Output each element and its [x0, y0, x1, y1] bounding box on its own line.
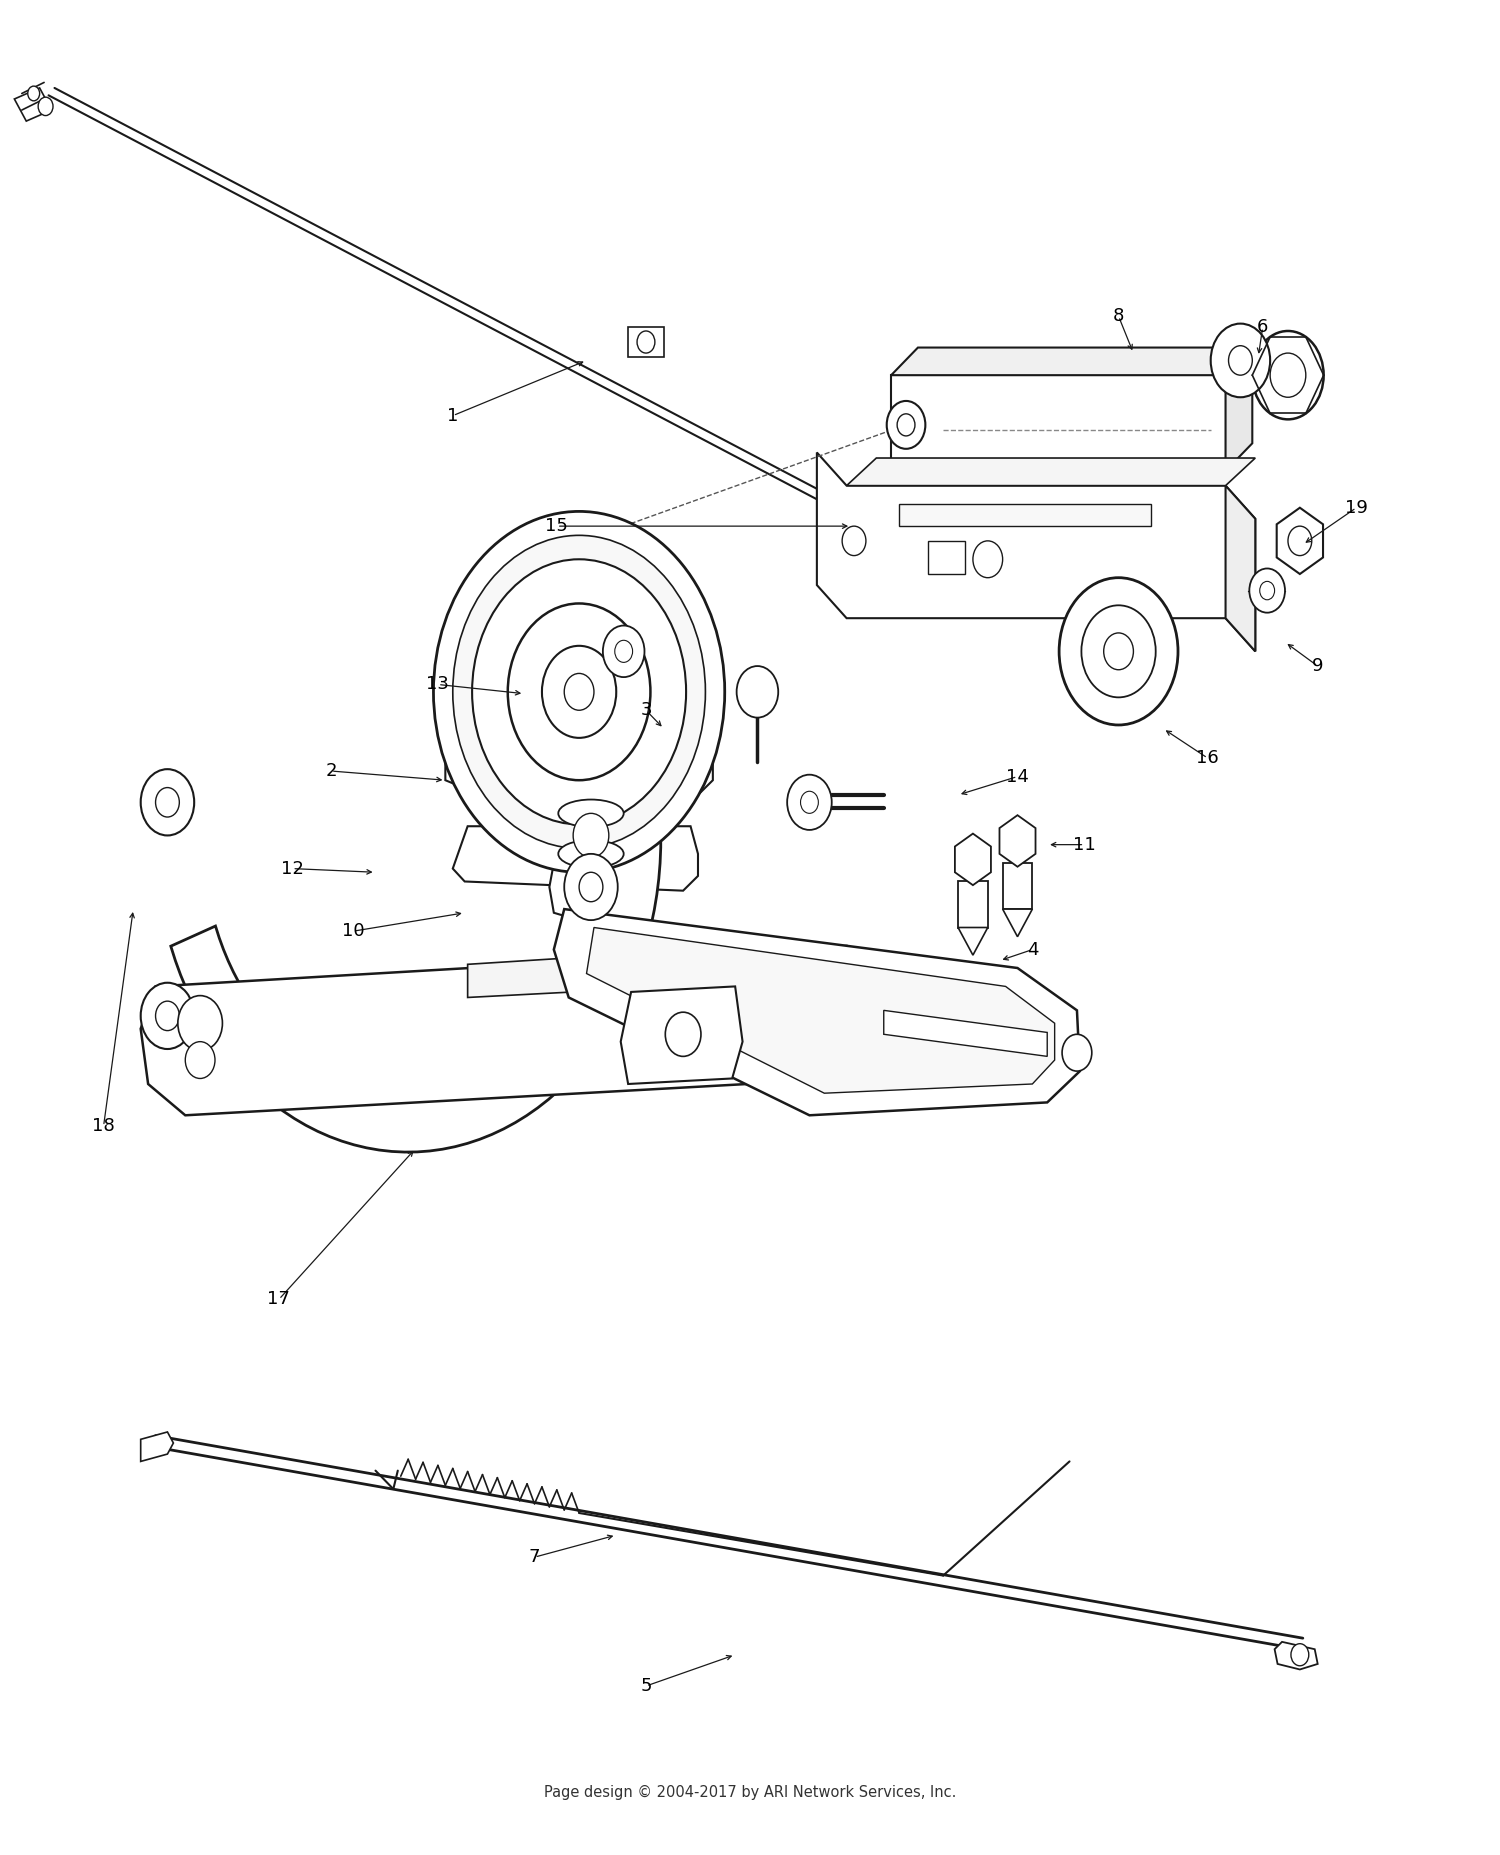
- Polygon shape: [1275, 1642, 1317, 1670]
- Text: 10: 10: [342, 922, 364, 940]
- Circle shape: [1104, 633, 1134, 670]
- Text: 9: 9: [1312, 657, 1323, 675]
- Circle shape: [542, 646, 616, 738]
- Polygon shape: [898, 505, 1152, 527]
- Polygon shape: [884, 1011, 1047, 1055]
- Text: 18: 18: [92, 1117, 116, 1135]
- Text: 14: 14: [1007, 768, 1029, 785]
- Circle shape: [433, 512, 724, 872]
- Polygon shape: [554, 909, 1080, 1115]
- Circle shape: [472, 558, 686, 824]
- Circle shape: [156, 1002, 180, 1031]
- Text: 16: 16: [1197, 749, 1219, 768]
- Polygon shape: [1002, 909, 1032, 937]
- Text: 8: 8: [1113, 308, 1124, 325]
- Text: 7: 7: [530, 1549, 540, 1566]
- Circle shape: [1059, 577, 1178, 725]
- Polygon shape: [468, 942, 822, 998]
- Polygon shape: [558, 812, 624, 853]
- Circle shape: [1062, 1035, 1092, 1070]
- Polygon shape: [891, 375, 1226, 471]
- Circle shape: [564, 673, 594, 710]
- Circle shape: [1082, 605, 1155, 697]
- Polygon shape: [891, 347, 1252, 375]
- Polygon shape: [621, 987, 742, 1083]
- Circle shape: [603, 625, 645, 677]
- Circle shape: [615, 640, 633, 662]
- Circle shape: [1260, 581, 1275, 599]
- Circle shape: [638, 330, 656, 352]
- Polygon shape: [628, 326, 664, 356]
- Polygon shape: [141, 946, 868, 1115]
- Circle shape: [1210, 323, 1270, 397]
- Text: 6: 6: [1257, 319, 1269, 336]
- Polygon shape: [1002, 863, 1032, 909]
- Polygon shape: [958, 928, 988, 955]
- Circle shape: [1252, 330, 1323, 419]
- Ellipse shape: [558, 840, 624, 868]
- Circle shape: [666, 1013, 700, 1055]
- Polygon shape: [446, 688, 498, 800]
- Circle shape: [1228, 345, 1252, 375]
- Ellipse shape: [558, 800, 624, 827]
- Polygon shape: [15, 87, 51, 121]
- Polygon shape: [549, 863, 633, 924]
- Circle shape: [1288, 527, 1311, 556]
- Circle shape: [141, 983, 194, 1050]
- Polygon shape: [1226, 486, 1256, 651]
- Circle shape: [1250, 568, 1286, 612]
- Text: 13: 13: [426, 675, 450, 694]
- Circle shape: [842, 527, 866, 556]
- Text: 11: 11: [1072, 835, 1095, 853]
- Polygon shape: [818, 453, 1256, 651]
- Circle shape: [178, 996, 222, 1050]
- Text: 15: 15: [546, 518, 568, 534]
- Circle shape: [579, 872, 603, 902]
- Circle shape: [27, 85, 39, 100]
- Text: 5: 5: [640, 1677, 651, 1695]
- Circle shape: [509, 603, 651, 781]
- Polygon shape: [453, 825, 698, 890]
- Text: 4: 4: [1026, 940, 1038, 959]
- Text: 19: 19: [1346, 499, 1368, 518]
- Circle shape: [886, 401, 926, 449]
- Polygon shape: [171, 785, 662, 1152]
- Polygon shape: [644, 725, 712, 796]
- Circle shape: [1270, 352, 1306, 397]
- Circle shape: [141, 770, 194, 835]
- Circle shape: [1292, 1644, 1310, 1666]
- Text: 2: 2: [326, 762, 336, 779]
- Text: 1: 1: [447, 406, 459, 425]
- Polygon shape: [958, 881, 988, 928]
- Polygon shape: [928, 542, 966, 573]
- Text: 3: 3: [640, 701, 651, 720]
- Circle shape: [974, 542, 1002, 577]
- Polygon shape: [141, 1432, 174, 1462]
- Circle shape: [186, 1043, 214, 1078]
- Text: 12: 12: [280, 859, 303, 877]
- Text: 17: 17: [267, 1291, 291, 1308]
- Text: Page design © 2004-2017 by ARI Network Services, Inc.: Page design © 2004-2017 by ARI Network S…: [544, 1785, 956, 1801]
- Circle shape: [38, 96, 52, 115]
- Circle shape: [897, 414, 915, 436]
- Circle shape: [573, 812, 609, 857]
- Circle shape: [453, 536, 705, 848]
- Polygon shape: [999, 814, 1035, 866]
- Polygon shape: [1226, 347, 1252, 471]
- Circle shape: [564, 853, 618, 920]
- Polygon shape: [956, 833, 992, 885]
- Polygon shape: [586, 928, 1054, 1093]
- Circle shape: [736, 666, 778, 718]
- Circle shape: [801, 792, 819, 812]
- Polygon shape: [846, 458, 1256, 486]
- Circle shape: [156, 788, 180, 816]
- Polygon shape: [1276, 508, 1323, 573]
- Circle shape: [788, 775, 831, 829]
